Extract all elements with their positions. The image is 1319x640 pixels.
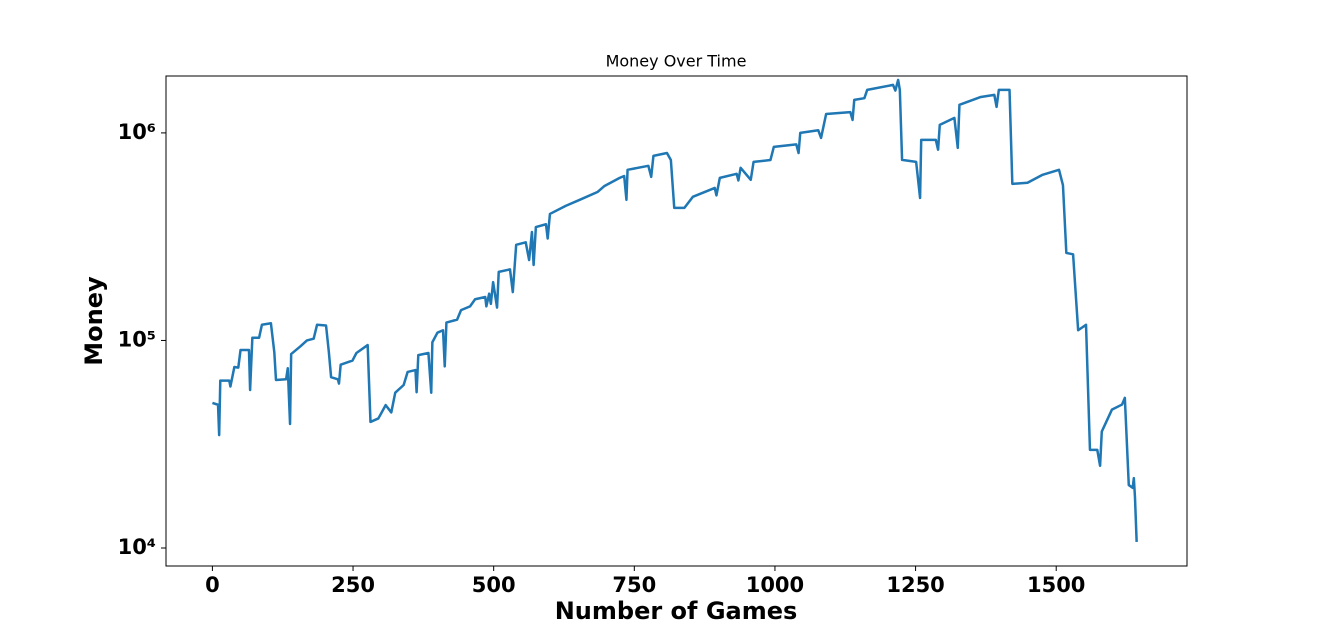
x-tick-label: 500 (472, 573, 516, 597)
x-axis-label: Number of Games (555, 597, 798, 625)
y-tick-label: 10⁶ (118, 120, 156, 144)
plot-frame (165, 75, 1188, 567)
x-tick-label: 750 (612, 573, 656, 597)
y-tick-label: 10⁴ (118, 535, 156, 559)
x-tick-label: 1250 (886, 573, 944, 597)
x-tick-label: 1500 (1027, 573, 1085, 597)
x-tick-label: 0 (205, 573, 220, 597)
data-line (212, 78, 1138, 542)
y-axis-label: Money (80, 276, 108, 366)
x-tick-label: 1000 (746, 573, 804, 597)
x-tick-label: 250 (331, 573, 375, 597)
y-tick-label: 10⁵ (118, 327, 156, 351)
chart-title: Money Over Time (606, 52, 747, 71)
